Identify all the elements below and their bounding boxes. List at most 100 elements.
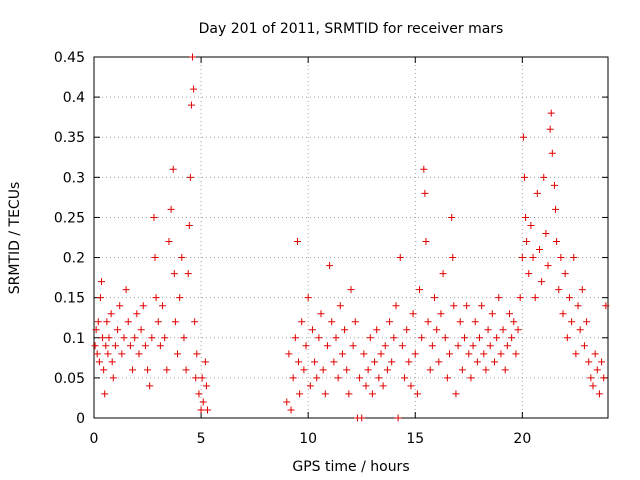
data-point bbox=[493, 334, 501, 342]
data-point bbox=[420, 165, 428, 173]
data-point bbox=[523, 238, 531, 246]
data-point bbox=[116, 302, 124, 310]
data-point bbox=[469, 342, 477, 350]
y-tick-label: 0.1 bbox=[63, 331, 85, 347]
data-point bbox=[371, 358, 379, 366]
data-point bbox=[379, 382, 387, 390]
data-point bbox=[146, 382, 154, 390]
data-point bbox=[336, 302, 344, 310]
data-point bbox=[137, 326, 145, 334]
data-point bbox=[568, 318, 576, 326]
data-point bbox=[366, 334, 374, 342]
data-point bbox=[544, 262, 552, 270]
data-point bbox=[555, 286, 563, 294]
data-point bbox=[161, 334, 169, 342]
data-point bbox=[343, 366, 351, 374]
data-point bbox=[476, 334, 483, 342]
y-tick-label: 0.25 bbox=[54, 210, 85, 226]
data-point bbox=[186, 173, 194, 181]
data-point bbox=[298, 318, 306, 326]
data-point bbox=[450, 302, 458, 310]
data-point bbox=[540, 173, 548, 181]
data-point bbox=[486, 342, 494, 350]
data-point bbox=[557, 254, 565, 262]
plot-area-frame bbox=[93, 56, 609, 419]
data-point bbox=[519, 133, 527, 141]
data-point bbox=[542, 229, 550, 237]
data-point bbox=[576, 326, 584, 334]
data-point bbox=[202, 382, 210, 390]
data-point bbox=[144, 366, 152, 374]
data-point bbox=[495, 294, 503, 302]
data-point bbox=[192, 374, 200, 382]
data-point bbox=[204, 406, 212, 414]
data-point bbox=[401, 374, 409, 382]
data-point bbox=[520, 173, 528, 181]
x-tick-label: 15 bbox=[406, 431, 424, 447]
data-point bbox=[580, 342, 588, 350]
data-point bbox=[512, 350, 520, 358]
data-point bbox=[514, 326, 522, 334]
data-point bbox=[345, 390, 353, 398]
data-point bbox=[304, 294, 312, 302]
data-point bbox=[107, 310, 115, 318]
data-point bbox=[552, 205, 560, 213]
data-point bbox=[394, 414, 402, 422]
data-point bbox=[330, 358, 338, 366]
data-point bbox=[191, 318, 199, 326]
data-point bbox=[300, 366, 308, 374]
data-point bbox=[454, 342, 462, 350]
data-point bbox=[431, 294, 439, 302]
data-point bbox=[97, 278, 105, 286]
data-point bbox=[583, 318, 591, 326]
data-point bbox=[178, 254, 186, 262]
data-point bbox=[546, 125, 554, 133]
data-point bbox=[522, 213, 530, 221]
data-point bbox=[373, 326, 381, 334]
data-point bbox=[570, 254, 578, 262]
scatter-points bbox=[91, 53, 610, 422]
data-point bbox=[463, 302, 471, 310]
data-point bbox=[516, 294, 524, 302]
data-point bbox=[368, 390, 376, 398]
data-point bbox=[315, 334, 323, 342]
data-point bbox=[198, 374, 206, 382]
data-point bbox=[199, 398, 207, 406]
data-point bbox=[133, 310, 141, 318]
chart-title: Day 201 of 2011, SRMTID for receiver mar… bbox=[199, 21, 504, 37]
data-point bbox=[529, 254, 537, 262]
x-axis-label: GPS time / hours bbox=[292, 459, 409, 475]
data-point bbox=[182, 366, 190, 374]
data-point bbox=[131, 334, 139, 342]
data-point bbox=[424, 318, 432, 326]
data-point bbox=[323, 342, 331, 350]
data-point bbox=[174, 350, 182, 358]
data-point bbox=[587, 374, 595, 382]
data-point bbox=[533, 189, 541, 197]
data-point bbox=[602, 302, 610, 310]
data-point bbox=[426, 366, 434, 374]
y-tick-label: 0.35 bbox=[54, 130, 85, 146]
data-point bbox=[139, 302, 147, 310]
data-point bbox=[111, 342, 119, 350]
data-point bbox=[572, 350, 580, 358]
data-point bbox=[341, 326, 349, 334]
data-point bbox=[167, 205, 175, 213]
data-point bbox=[563, 334, 571, 342]
data-point bbox=[465, 350, 473, 358]
data-point bbox=[321, 390, 329, 398]
data-point bbox=[467, 374, 475, 382]
data-point bbox=[124, 318, 132, 326]
data-point bbox=[413, 390, 421, 398]
data-point bbox=[356, 374, 364, 382]
data-point bbox=[409, 310, 417, 318]
data-point bbox=[435, 358, 443, 366]
data-point bbox=[287, 406, 295, 414]
data-point bbox=[392, 302, 400, 310]
data-point bbox=[283, 398, 291, 406]
data-point bbox=[148, 334, 156, 342]
data-point bbox=[150, 213, 158, 221]
data-point bbox=[473, 358, 481, 366]
data-point bbox=[484, 326, 492, 334]
